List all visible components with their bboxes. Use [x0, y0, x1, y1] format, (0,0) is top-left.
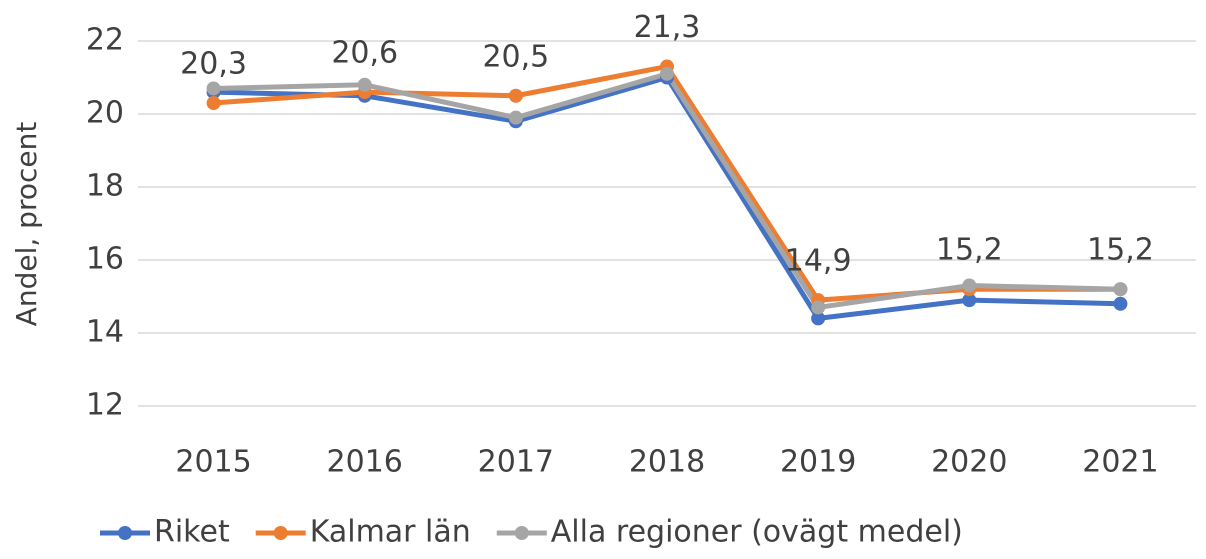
- legend-marker: [118, 526, 132, 540]
- legend-label: Kalmar län: [310, 515, 471, 550]
- y-axis-label: Andel, procent: [10, 122, 43, 327]
- data-label: 15,2: [1087, 233, 1154, 268]
- point: [811, 300, 826, 315]
- y-tick-label: 16: [86, 242, 124, 277]
- point: [811, 311, 826, 326]
- point: [962, 293, 977, 308]
- legend-label: Alla regioner (ovägt medel): [551, 515, 963, 550]
- y-tick-label: 20: [86, 96, 124, 131]
- data-label: 21,3: [634, 10, 701, 45]
- data-label: 20,6: [331, 36, 398, 71]
- point: [1113, 282, 1128, 297]
- legend-marker: [273, 526, 288, 540]
- data-label: 15,2: [936, 233, 1003, 268]
- point: [660, 66, 674, 81]
- data-label: 14,9: [785, 244, 852, 279]
- point: [508, 88, 523, 103]
- x-tick-label: 2017: [478, 445, 554, 480]
- x-tick-label: 2021: [1082, 445, 1158, 480]
- point: [206, 81, 221, 96]
- x-tick-label: 2020: [931, 445, 1007, 480]
- x-tick-label: 2015: [175, 445, 251, 480]
- y-tick-label: 14: [86, 315, 124, 350]
- y-tick-label: 18: [86, 169, 124, 204]
- data-label: 20,3: [180, 47, 247, 82]
- point: [357, 77, 372, 92]
- point: [508, 110, 523, 125]
- y-tick-label: 12: [86, 388, 124, 423]
- point: [962, 278, 977, 293]
- legend-marker: [514, 526, 529, 540]
- x-tick-label: 2019: [780, 445, 856, 480]
- legend-label: Riket: [154, 515, 230, 550]
- point: [1113, 296, 1128, 311]
- x-tick-label: 2016: [327, 445, 403, 480]
- data-label: 20,5: [482, 39, 549, 74]
- y-tick-label: 22: [86, 23, 124, 58]
- series-line: [213, 71, 1121, 310]
- x-tick-label: 2018: [629, 445, 705, 480]
- point: [206, 96, 221, 111]
